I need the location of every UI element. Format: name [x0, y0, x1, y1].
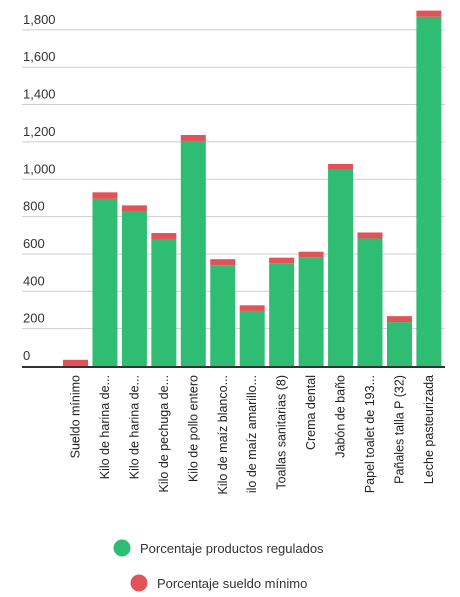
bar-segment-sueldo-minimo: [151, 233, 177, 240]
x-category-label: Kilo de harina de...: [98, 375, 112, 479]
x-category-label: Leche pasteurizada: [422, 375, 436, 484]
x-category-label: Pañales talla P (32): [392, 375, 406, 484]
bar-segment-sueldo-minimo: [386, 316, 412, 323]
x-category-label: Crema dental: [304, 375, 318, 450]
x-category-label: Sueldo mínimo: [69, 375, 83, 458]
y-tick-label: 1,800: [23, 12, 56, 27]
bar-segment-productos-regulados: [121, 210, 147, 366]
legend-marker: [130, 574, 148, 592]
x-category-label: Kilo de maíz blanco...: [216, 375, 230, 495]
x-category-label: Kilo de pechuga de...: [157, 375, 171, 492]
bar-segment-sueldo-minimo: [180, 134, 206, 141]
y-axis-ticks: 0 200 400 600 800 1,000 1,200 1,400 1,600 1,800: [23, 12, 56, 363]
y-tick-label: 1,000: [23, 161, 56, 176]
bar-segment-sueldo-minimo: [210, 259, 236, 266]
bar-segment-productos-regulados: [210, 265, 236, 366]
bar-segment-sueldo-minimo: [328, 163, 354, 170]
bar-segment-sueldo-minimo: [416, 10, 442, 17]
y-tick-label: 800: [23, 199, 45, 214]
y-tick-label: 0: [23, 348, 30, 363]
bar-segment-productos-regulados: [357, 238, 383, 366]
legend-label: Porcentaje sueldo mínimo: [157, 576, 307, 591]
bar-segment-sueldo-minimo: [92, 192, 118, 199]
x-category-label: ilo de maíz amarillo...: [245, 375, 259, 493]
bar-segment-sueldo-minimo: [121, 205, 147, 211]
y-tick-label: 1,200: [23, 124, 56, 139]
bar-segment-productos-regulados: [180, 140, 206, 366]
x-category-label: Kilo de harina de...: [127, 375, 141, 479]
x-category-label: Toallas sanitarias (8): [275, 375, 289, 490]
y-tick-label: 400: [23, 273, 45, 288]
x-category-label: Kilo de pollo entero: [186, 375, 200, 482]
legend: Porcentaje productos regulados Porcentaje…: [113, 539, 324, 592]
x-category-label: Jabón de baño: [334, 375, 348, 458]
bar-segment-productos-regulados: [328, 169, 354, 366]
legend-marker: [113, 539, 131, 557]
legend-label: Porcentaje productos regulados: [140, 541, 324, 556]
bar-segment-productos-regulados: [239, 310, 265, 366]
x-category-label: Papel toalet de 193...: [363, 375, 377, 493]
x-axis-category-labels: Sueldo mínimo Kilo de harina de... Kilo de…: [69, 375, 436, 495]
bar-segment-productos-regulados: [416, 16, 442, 367]
y-tick-label: 200: [23, 311, 45, 326]
y-tick-label: 600: [23, 236, 45, 251]
bar-segment-sueldo-minimo: [269, 257, 295, 264]
bar-segment-productos-regulados: [386, 322, 412, 366]
bar-segment-sueldo-minimo: [298, 251, 324, 258]
y-tick-label: 1,400: [23, 87, 56, 102]
bar-segment-productos-regulados: [269, 263, 295, 366]
bar-segment-sueldo-minimo: [239, 305, 265, 311]
bars: [63, 10, 442, 367]
bar-segment-sueldo-minimo: [63, 359, 88, 366]
bar-segment-productos-regulados: [298, 257, 324, 366]
bar-segment-sueldo-minimo: [357, 232, 383, 239]
bar-segment-productos-regulados: [151, 239, 177, 366]
bar-segment-productos-regulados: [92, 198, 118, 366]
y-tick-label: 1,600: [23, 49, 56, 64]
